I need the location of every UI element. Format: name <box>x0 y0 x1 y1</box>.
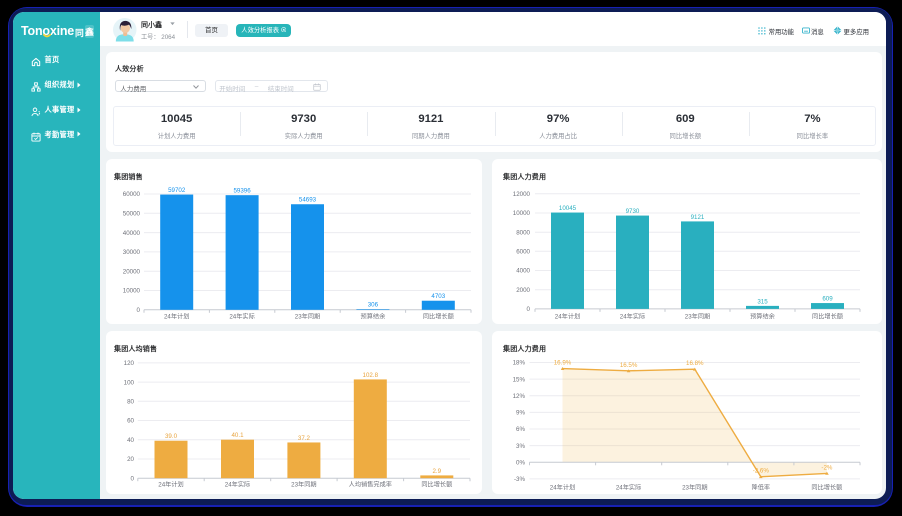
svg-text:37.2: 37.2 <box>298 435 311 442</box>
svg-text:预算结余: 预算结余 <box>750 312 776 320</box>
svg-text:10045: 10045 <box>559 205 577 212</box>
svg-text:80: 80 <box>127 398 134 405</box>
svg-text:23年同期: 23年同期 <box>685 312 710 320</box>
svg-text:40: 40 <box>127 437 134 444</box>
svg-text:23年同期: 23年同期 <box>682 483 707 491</box>
svg-text:24年计划: 24年计划 <box>158 480 183 488</box>
svg-text:30000: 30000 <box>123 249 141 256</box>
svg-text:20: 20 <box>127 456 134 463</box>
svg-text:-3%: -3% <box>514 476 526 483</box>
svg-text:同比增长额: 同比增长额 <box>423 312 455 320</box>
svg-text:同比增长额: 同比增长额 <box>812 312 844 320</box>
svg-text:24年计划: 24年计划 <box>550 483 575 491</box>
svg-text:306: 306 <box>368 301 379 308</box>
svg-text:降低率: 降低率 <box>752 483 771 491</box>
svg-text:人均销售完成率: 人均销售完成率 <box>349 480 392 488</box>
svg-text:2.9: 2.9 <box>432 467 441 474</box>
svg-text:同比增长额: 同比增长额 <box>811 483 843 491</box>
svg-text:3%: 3% <box>516 442 525 449</box>
svg-text:100: 100 <box>124 379 135 386</box>
svg-text:0: 0 <box>137 307 141 314</box>
svg-text:预算结余: 预算结余 <box>361 312 387 320</box>
svg-text:9%: 9% <box>516 409 525 416</box>
svg-text:2000: 2000 <box>516 286 530 293</box>
svg-text:同比增长额: 同比增长额 <box>421 480 453 488</box>
svg-text:-2%: -2% <box>821 464 833 471</box>
svg-text:24年计划: 24年计划 <box>164 312 189 320</box>
svg-text:24年计划: 24年计划 <box>555 312 580 320</box>
svg-text:12%: 12% <box>513 393 526 400</box>
svg-text:16.5%: 16.5% <box>620 361 638 368</box>
svg-text:54693: 54693 <box>299 196 317 203</box>
svg-text:59396: 59396 <box>233 187 251 194</box>
svg-text:24年实际: 24年实际 <box>225 480 250 488</box>
svg-text:10000: 10000 <box>123 287 141 294</box>
svg-text:16.9%: 16.9% <box>554 359 572 366</box>
svg-text:609: 609 <box>822 295 833 302</box>
svg-text:15%: 15% <box>513 376 526 383</box>
svg-text:50000: 50000 <box>123 210 141 217</box>
svg-text:24年实际: 24年实际 <box>616 483 641 491</box>
svg-text:23年同期: 23年同期 <box>291 480 316 488</box>
svg-text:24年实际: 24年实际 <box>620 312 645 320</box>
svg-text:59702: 59702 <box>168 187 186 194</box>
svg-text:6000: 6000 <box>516 248 530 255</box>
svg-text:0: 0 <box>527 306 531 313</box>
svg-text:60: 60 <box>127 417 134 424</box>
svg-text:102.8: 102.8 <box>363 371 379 378</box>
svg-text:20000: 20000 <box>123 268 141 275</box>
svg-text:9730: 9730 <box>626 208 640 215</box>
svg-text:-2.6%: -2.6% <box>753 467 770 474</box>
svg-text:120: 120 <box>124 360 135 367</box>
svg-text:4000: 4000 <box>516 267 530 274</box>
svg-text:23年同期: 23年同期 <box>295 312 320 320</box>
svg-text:40000: 40000 <box>123 229 141 236</box>
svg-text:315: 315 <box>757 298 768 305</box>
svg-text:24年实际: 24年实际 <box>229 312 254 320</box>
svg-text:39.0: 39.0 <box>165 433 178 440</box>
svg-text:12000: 12000 <box>513 191 531 198</box>
svg-text:18%: 18% <box>513 359 526 366</box>
svg-text:40.1: 40.1 <box>231 432 244 439</box>
svg-text:6%: 6% <box>516 426 525 433</box>
svg-text:10000: 10000 <box>513 210 531 217</box>
svg-text:0%: 0% <box>516 459 525 466</box>
svg-text:8000: 8000 <box>516 229 530 236</box>
svg-text:9121: 9121 <box>691 213 705 220</box>
svg-text:60000: 60000 <box>123 191 141 198</box>
svg-text:4703: 4703 <box>431 293 445 300</box>
svg-text:0: 0 <box>131 475 135 482</box>
svg-text:16.8%: 16.8% <box>686 360 704 367</box>
